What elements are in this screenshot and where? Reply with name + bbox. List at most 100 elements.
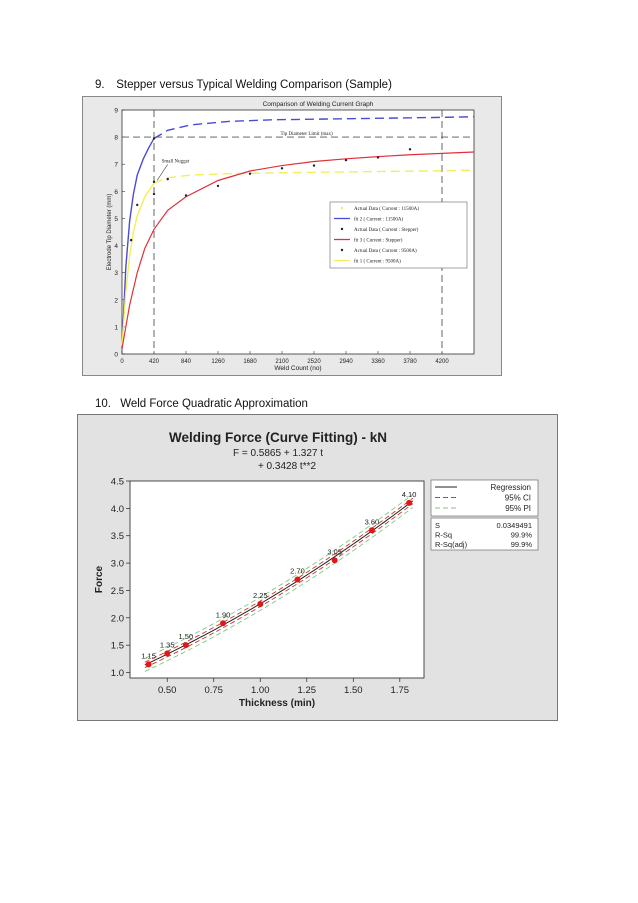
- welding-current-chart: Comparison of Welding Current Graph 0 1 2 3 4…: [107, 101, 475, 372]
- y-tick-label: 1.5: [111, 641, 124, 652]
- ci-upper-line: [144, 497, 414, 663]
- fit-line-dashed: [153, 116, 475, 140]
- y-tick-label: 4.5: [111, 477, 124, 488]
- y-tick-label: 9: [114, 108, 118, 115]
- data-point: [164, 650, 171, 657]
- fit-line: [121, 151, 475, 349]
- data-label: 2.70: [290, 567, 305, 576]
- legend-box: [430, 479, 539, 517]
- welding-current-figure: Comparison of Welding Current Graph 0 1 2 3 4…: [82, 96, 502, 376]
- x-tick-label: 2100: [275, 359, 289, 365]
- data-label: 1.90: [216, 610, 231, 619]
- data-point: [220, 620, 227, 627]
- equation-line-2: + 0.3428 t**2: [258, 461, 317, 472]
- welding-force-chart: Welding Force (Curve Fitting) - kN F = 0.…: [94, 430, 539, 709]
- x-tick-label: 1.00: [251, 685, 270, 696]
- y-tick-label: 7: [114, 162, 118, 169]
- data-label: 2.25: [253, 591, 268, 600]
- data-point: [216, 184, 220, 188]
- data-point: [145, 661, 152, 668]
- section-9-title: Stepper versus Typical Welding Compariso…: [116, 79, 392, 91]
- legend-label: Actual Data ( Current : Stepper): [354, 228, 419, 233]
- data-point: [166, 177, 169, 181]
- tip-limit-annotation: Tip Diameter Limit (max): [280, 132, 333, 137]
- legend-marker: [340, 248, 344, 252]
- y-tick-label: 3.5: [111, 531, 124, 542]
- x-axis-label: Weld Count (no): [274, 365, 321, 372]
- x-tick-label: 0: [120, 359, 124, 365]
- stat-label: R-Sq(adj): [435, 540, 468, 549]
- legend-marker: [340, 206, 344, 210]
- data-point: [280, 167, 284, 170]
- data-point: [294, 576, 301, 583]
- data-label: 3.60: [365, 517, 380, 526]
- x-tick-label: 4200: [435, 359, 449, 365]
- data-label: 1.35: [160, 640, 175, 649]
- legend-label: Regression: [491, 483, 531, 492]
- y-tick-label: 3.0: [111, 559, 124, 570]
- data-point: [129, 238, 133, 242]
- x-tick-label: 840: [181, 359, 192, 365]
- x-tick-label: 2940: [339, 359, 353, 365]
- data-point: [248, 172, 252, 175]
- data-point: [406, 499, 413, 506]
- x-tick-label: 2520: [307, 359, 321, 365]
- data-point: [184, 194, 188, 197]
- y-tick-label: 5: [114, 216, 118, 223]
- y-tick-label: 2: [114, 297, 118, 304]
- data-point: [182, 642, 189, 649]
- fit-line-solid: [121, 182, 155, 346]
- data-point: [152, 192, 156, 196]
- y-tick-label: 2.0: [111, 613, 124, 624]
- x-tick-label: 420: [149, 359, 160, 365]
- x-tick-label: 0.75: [204, 685, 223, 696]
- section-9-number: 9.: [95, 79, 105, 91]
- chart-title: Comparison of Welding Current Graph: [263, 101, 374, 108]
- legend-label: Actual Data ( Current : 9500A): [354, 249, 417, 254]
- y-axis-label: Force: [94, 565, 105, 593]
- data-point: [152, 137, 156, 140]
- data-point: [331, 557, 338, 564]
- small-nugget-arrow: [156, 164, 168, 181]
- x-axis-label: Thickness (min): [239, 698, 315, 709]
- section-9-heading: 9. Stepper versus Typical Welding Compar…: [95, 79, 392, 91]
- x-tick-label: 1.25: [298, 685, 317, 696]
- stat-label: S: [435, 521, 440, 530]
- stat-value: 99.9%: [511, 540, 533, 549]
- legend-label: 95% PI: [505, 504, 531, 513]
- data-point: [376, 156, 380, 159]
- y-tick-label: 1.0: [111, 668, 124, 679]
- legend-label: fit 2 ( Current : 11500A): [354, 218, 403, 223]
- legend-marker: [340, 227, 344, 231]
- y-tick-label: 3: [114, 270, 118, 277]
- ci-lower-line: [144, 503, 414, 668]
- x-tick-label: 1.50: [344, 685, 363, 696]
- data-label: 3.05: [327, 547, 342, 556]
- pi-lower-line: [144, 507, 414, 672]
- x-tick-label: 1680: [243, 359, 257, 365]
- x-tick-label: 3780: [403, 359, 417, 365]
- x-tick-label: 0.50: [158, 685, 177, 696]
- fit-line-dashed: [153, 169, 475, 184]
- x-tick-label: 1260: [211, 359, 225, 365]
- section-10-heading: 10. Weld Force Quadratic Approximation: [95, 398, 308, 410]
- stats-box: [430, 517, 539, 551]
- data-point: [257, 601, 264, 608]
- plot-area: [129, 480, 425, 679]
- data-point: [136, 203, 139, 207]
- stat-value: 99.9%: [511, 531, 533, 540]
- data-point: [152, 180, 156, 184]
- legend-label: 95% CI: [505, 494, 531, 503]
- pi-upper-line: [144, 493, 414, 659]
- section-10-number: 10.: [95, 398, 111, 410]
- legend-label: Actual Data ( Current : 11500A): [354, 207, 419, 212]
- welding-force-figure: Welding Force (Curve Fitting) - kN F = 0.…: [77, 414, 558, 721]
- data-label: 4.10: [402, 490, 417, 499]
- data-point: [368, 527, 375, 534]
- data-point: [344, 158, 348, 162]
- legend-label: fit 3 ( Current : Stepper): [354, 239, 403, 244]
- y-tick-label: 0: [114, 352, 118, 359]
- fit-line-solid: [121, 138, 155, 349]
- y-tick-label: 6: [114, 189, 118, 196]
- small-nugget-annotation: Small Nugget: [162, 159, 190, 164]
